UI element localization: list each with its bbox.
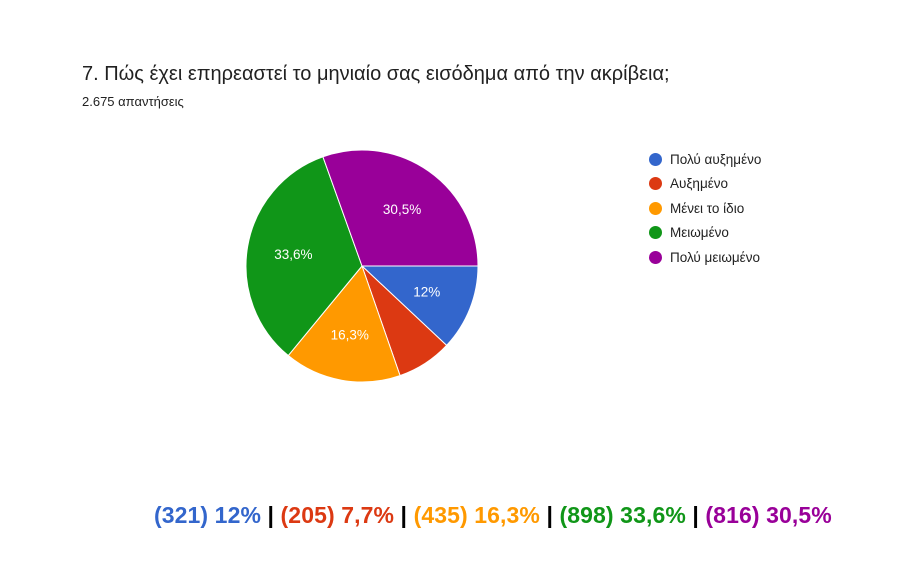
legend-label: Πολύ μειωμένο bbox=[670, 249, 760, 265]
chart-title: 7. Πώς έχει επηρεαστεί το μηνιαίο σας ει… bbox=[82, 63, 670, 85]
summary-separator: | bbox=[394, 502, 414, 528]
slice-label-3: 16,3% bbox=[331, 328, 369, 343]
slice-label-1: 12% bbox=[413, 285, 440, 300]
summary-separator: | bbox=[685, 502, 706, 528]
slice-label-4: 33,6% bbox=[274, 247, 312, 262]
legend-swatch bbox=[649, 250, 662, 264]
chart-legend: Πολύ αυξημένο Αυξημένο Μένει το ίδιο Μειωμέ… bbox=[649, 147, 761, 270]
pie-slice-4 bbox=[245, 156, 363, 357]
summary-item: (898) 33,6% bbox=[559, 502, 686, 528]
legend-swatch bbox=[649, 201, 662, 215]
pie-slice-1 bbox=[360, 265, 479, 347]
summary-item: (435) 16,3% bbox=[413, 502, 540, 528]
response-count: 2.675 απαντήσεις bbox=[82, 94, 184, 109]
summary-item: (816) 30,5% bbox=[705, 502, 832, 528]
summary-separator: | bbox=[261, 502, 281, 528]
legend-label: Αυξημένο bbox=[670, 176, 728, 192]
pie-slice-5 bbox=[322, 149, 479, 267]
legend-swatch bbox=[649, 152, 662, 166]
summary-item: (321) 12% bbox=[154, 502, 262, 528]
summary-separator: | bbox=[539, 502, 560, 528]
legend-item: Πολύ μειωμένο bbox=[649, 245, 761, 270]
legend-item: Μένει το ίδιο bbox=[649, 196, 761, 221]
summary-line: (321) 12% | (205) 7,7% | (435) 16,3% | (… bbox=[154, 502, 832, 529]
legend-swatch bbox=[649, 226, 662, 240]
summary-item: (205) 7,7% bbox=[280, 502, 395, 528]
legend-swatch bbox=[649, 177, 662, 191]
slice-label-5: 30,5% bbox=[383, 202, 421, 217]
legend-item: Μειωμένο bbox=[649, 221, 761, 246]
legend-item: Αυξημένο bbox=[649, 172, 761, 197]
legend-label: Μειωμένο bbox=[670, 225, 729, 241]
pie-slice-3 bbox=[287, 264, 401, 383]
legend-label: Μένει το ίδιο bbox=[670, 200, 745, 216]
legend-label: Πολύ αυξημένο bbox=[670, 151, 762, 167]
legend-item: Πολύ αυξημένο bbox=[649, 147, 761, 172]
